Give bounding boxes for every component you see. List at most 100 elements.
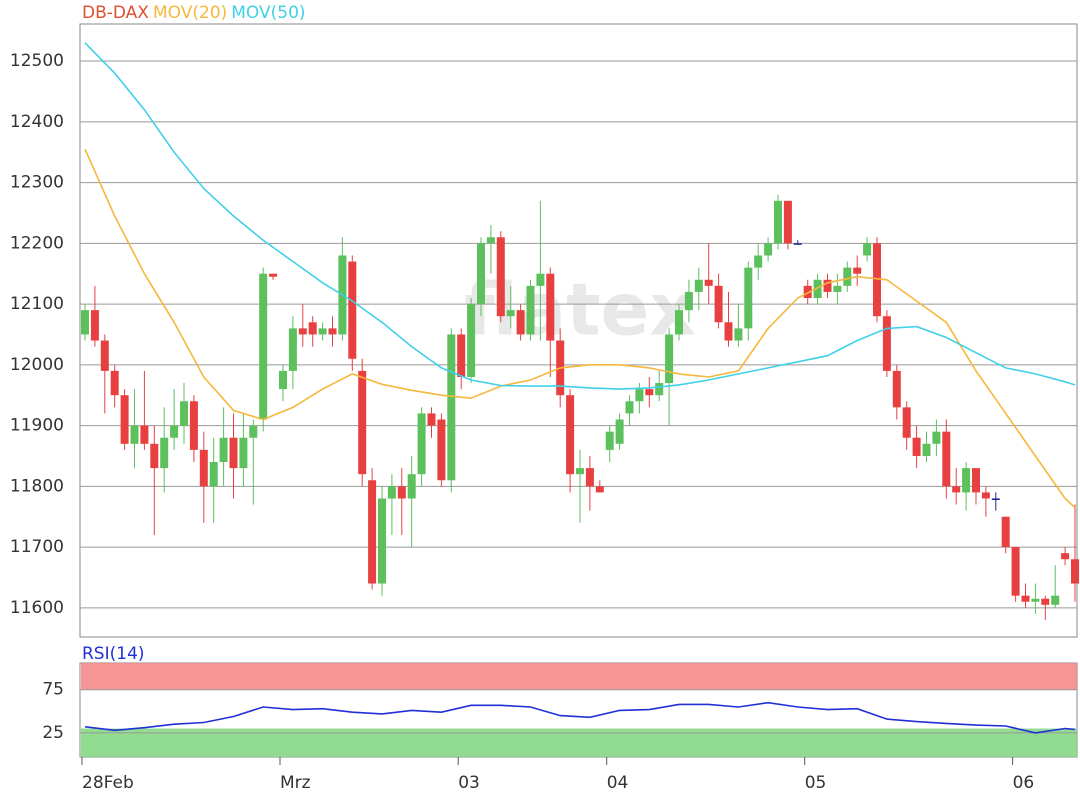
y-tick-label: 12000 <box>10 355 64 375</box>
candle-body <box>952 486 961 493</box>
candle-body <box>407 474 416 499</box>
x-tick-label: 28Feb <box>82 773 134 793</box>
candle-body <box>140 425 149 444</box>
candle-body <box>467 304 476 377</box>
y-tick-label: 11600 <box>10 598 64 618</box>
candle-body <box>655 383 664 396</box>
candle-body <box>932 431 941 444</box>
candle-body <box>675 310 683 335</box>
candle-body <box>546 273 555 341</box>
candle-body <box>279 370 287 390</box>
candle-body <box>1061 553 1070 560</box>
candle-body <box>209 462 218 487</box>
candle-body <box>595 486 604 493</box>
candle-body <box>694 279 703 292</box>
candle-body <box>358 370 367 475</box>
candle-body <box>526 285 535 335</box>
candle-body <box>704 279 713 286</box>
candle-body <box>1041 598 1050 605</box>
candle-body <box>100 340 109 371</box>
candle-body <box>853 267 862 274</box>
candle-body <box>387 486 396 499</box>
candle-body <box>833 285 842 292</box>
candle-body <box>90 310 99 341</box>
candle-body <box>724 322 733 341</box>
candle-body <box>635 389 644 402</box>
candle-body <box>942 431 951 487</box>
candle-body <box>318 328 327 335</box>
x-tick-label: 04 <box>607 773 629 793</box>
candle-body <box>774 200 782 244</box>
candle-body <box>823 279 832 292</box>
candle-body <box>417 413 426 475</box>
ma-line <box>84 148 1076 509</box>
candle-body <box>625 401 634 414</box>
candle-body <box>684 291 693 311</box>
candle-body <box>892 370 901 408</box>
rsi-band <box>81 663 1077 690</box>
y-tick-label: 25 <box>42 723 64 743</box>
candle-body <box>496 237 505 317</box>
candle-body <box>873 243 881 317</box>
candle-body <box>259 273 268 420</box>
candle-body <box>1011 547 1020 596</box>
candle-body <box>298 328 307 335</box>
y-tick-label: 12300 <box>10 173 64 193</box>
price-panel <box>79 23 1078 638</box>
candle-body <box>308 322 317 335</box>
candle-body <box>506 310 515 317</box>
candle-body <box>734 328 743 341</box>
x-tick-label: 06 <box>1013 773 1035 793</box>
candle-body <box>199 449 208 487</box>
candle-body <box>368 480 377 584</box>
candle-body <box>991 498 1000 500</box>
y-tick-label: 12400 <box>10 112 64 132</box>
candle-body <box>882 316 891 371</box>
candle-body <box>229 437 238 469</box>
candle-body <box>249 425 258 438</box>
candle-body <box>130 425 139 444</box>
candle-body <box>783 200 792 244</box>
candle-body <box>160 437 169 469</box>
y-tick-label: 12200 <box>10 233 64 253</box>
candle-body <box>605 431 614 450</box>
candle-body <box>1031 598 1040 602</box>
x-tick-label: 05 <box>805 773 827 793</box>
x-tick-label: 03 <box>458 773 480 793</box>
candle-body <box>793 243 802 245</box>
candle-body <box>754 255 763 268</box>
candle-body <box>962 468 971 493</box>
y-tick-label: 12100 <box>10 294 64 314</box>
candle-body <box>813 279 822 298</box>
candle-body <box>447 334 456 481</box>
x-tick-label: Mrz <box>280 773 311 793</box>
legend-entry: MOV(50) <box>231 3 305 23</box>
candle-body <box>486 237 495 244</box>
candle-body <box>1071 559 1079 584</box>
candle-body <box>348 261 357 359</box>
candle-body <box>378 498 386 584</box>
candle-body <box>437 419 446 481</box>
candle-body <box>585 468 594 487</box>
candle-body <box>269 273 278 277</box>
y-tick-label: 11700 <box>10 537 64 557</box>
legend-entry: MOV(20) <box>153 3 227 23</box>
candle-body <box>170 425 179 438</box>
candle-body <box>863 243 872 256</box>
candle-body <box>288 328 297 371</box>
candle-body <box>150 443 159 469</box>
candle-body <box>645 389 654 396</box>
candle-body <box>239 437 248 469</box>
candle-body <box>110 370 119 396</box>
candle-body <box>81 310 89 335</box>
candle-body <box>1051 595 1060 605</box>
candle-body <box>189 401 198 450</box>
candle-body <box>1001 516 1010 548</box>
candle-body <box>180 401 188 426</box>
candle-body <box>457 334 466 377</box>
candle-body <box>566 395 575 475</box>
candle-body <box>615 419 624 444</box>
candle-body <box>843 267 852 286</box>
y-tick-label: 75 <box>42 680 64 700</box>
